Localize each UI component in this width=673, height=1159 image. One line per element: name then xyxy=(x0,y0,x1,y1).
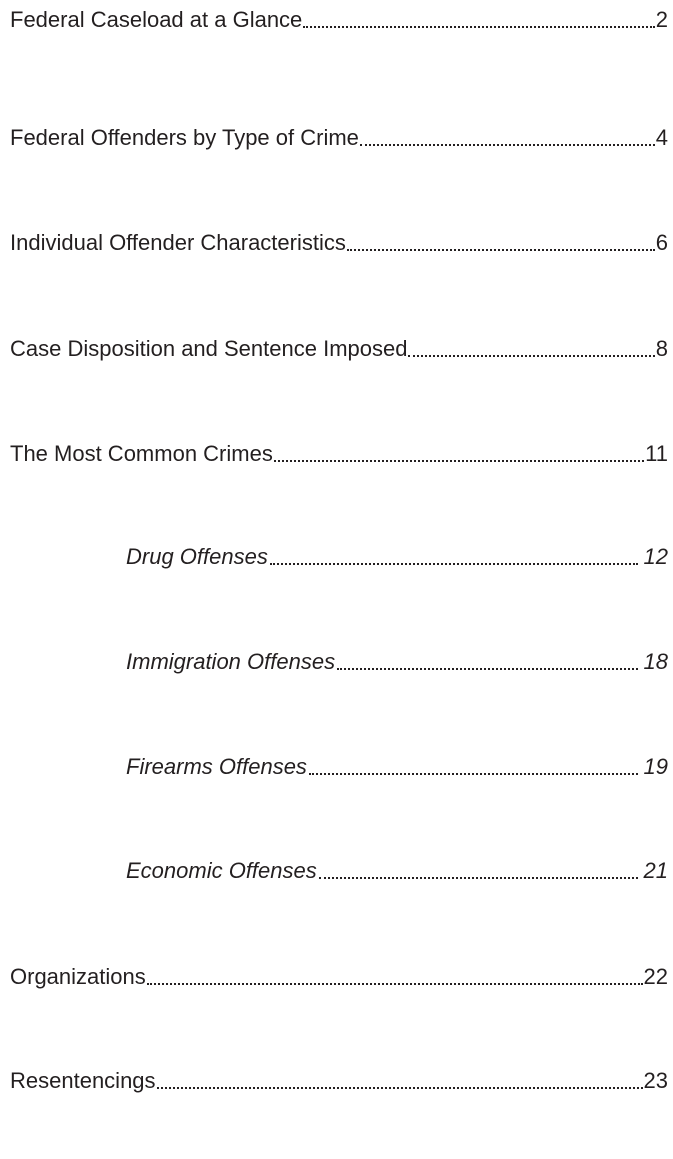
entry-title: Federal Caseload at a Glance xyxy=(10,7,303,32)
entry-title: Individual Offender Characteristics xyxy=(10,230,346,255)
page-number: 12 xyxy=(643,544,668,569)
page-number: 21 xyxy=(643,858,668,883)
toc-subentry: Drug Offenses 12 xyxy=(126,542,668,572)
dot-leader xyxy=(308,773,638,775)
dot-leader xyxy=(146,983,643,985)
toc-subentry: Economic Offenses 21 xyxy=(126,856,668,886)
entry-title: Immigration Offenses xyxy=(126,649,336,674)
toc-subentry: Immigration Offenses 18 xyxy=(126,647,668,677)
toc-entry: Federal Caseload at a Glance 2 xyxy=(10,5,668,35)
dot-leader xyxy=(337,668,638,670)
entry-title: Economic Offenses xyxy=(126,858,317,883)
toc-entry: Federal Offenders by Type of Crime 4 xyxy=(10,123,668,153)
page-number: 19 xyxy=(643,754,668,779)
page-number: 8 xyxy=(655,336,668,361)
entry-title: Case Disposition and Sentence Imposed xyxy=(10,336,408,361)
entry-title: Organizations xyxy=(10,964,146,989)
dot-leader xyxy=(359,144,655,146)
dot-leader xyxy=(156,1087,643,1089)
toc-entry: Resentencings 23 xyxy=(10,1066,668,1096)
dot-leader xyxy=(318,877,638,879)
toc-entry: The Most Common Crimes 11 xyxy=(10,439,668,469)
entry-title: Drug Offenses xyxy=(126,544,268,569)
dot-leader xyxy=(303,26,655,28)
toc-entry: Case Disposition and Sentence Imposed 8 xyxy=(10,334,668,364)
dot-leader xyxy=(408,355,655,357)
toc-subentry: Firearms Offenses 19 xyxy=(126,752,668,782)
entry-title: The Most Common Crimes xyxy=(10,441,273,466)
entry-title: Federal Offenders by Type of Crime xyxy=(10,125,359,150)
entry-title: Firearms Offenses xyxy=(126,754,307,779)
dot-leader xyxy=(346,249,655,251)
entry-title: Resentencings xyxy=(10,1068,156,1093)
toc-entry: Individual Offender Characteristics 6 xyxy=(10,228,668,258)
page-number: 18 xyxy=(643,649,668,674)
dot-leader xyxy=(273,460,645,462)
page-number: 6 xyxy=(655,230,668,255)
dot-leader xyxy=(269,563,638,565)
page-number: 23 xyxy=(643,1068,668,1093)
page-number: 22 xyxy=(643,964,668,989)
page-number: 4 xyxy=(655,125,668,150)
page-number: 2 xyxy=(655,7,668,32)
toc-entry: Organizations 22 xyxy=(10,962,668,992)
page-number: 11 xyxy=(645,441,668,466)
